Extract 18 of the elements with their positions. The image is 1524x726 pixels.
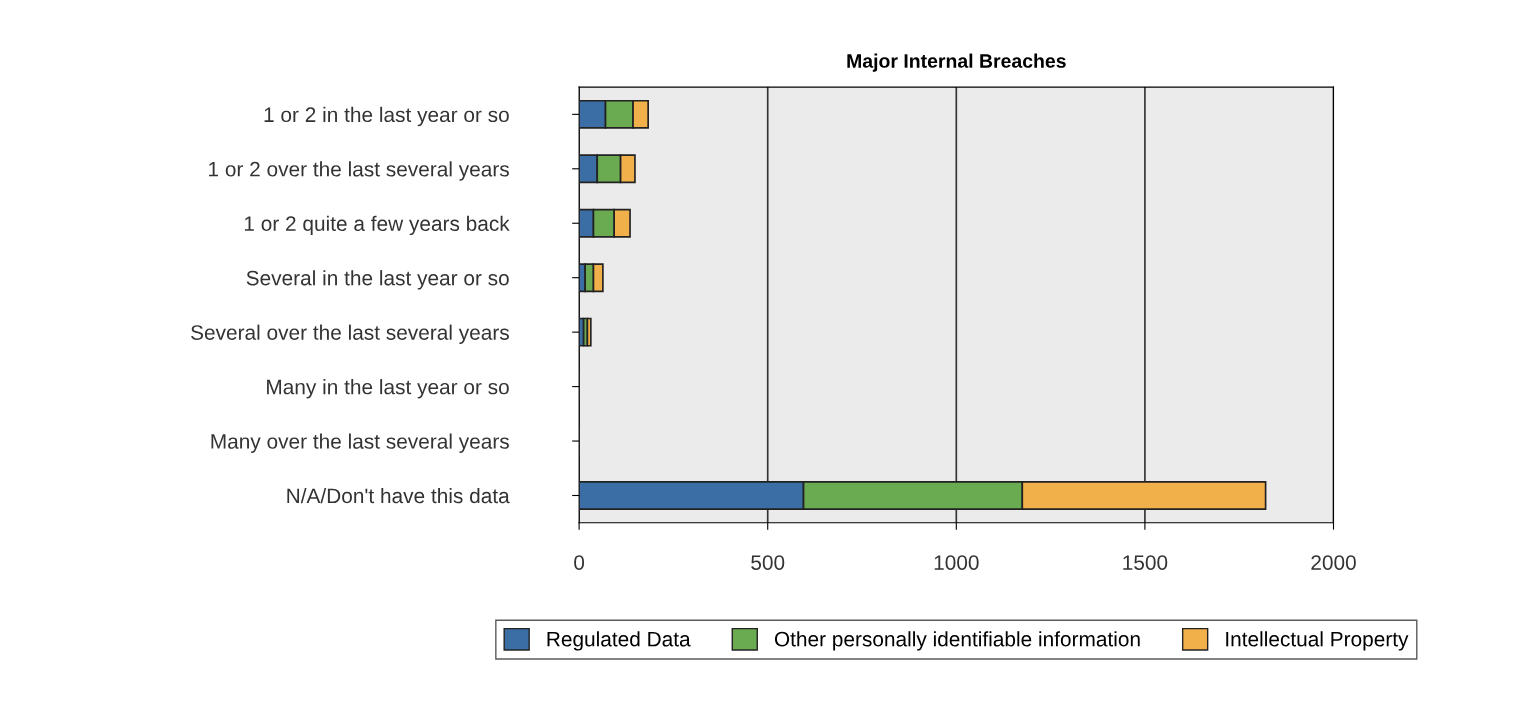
legend-label: Other personally identifiable information: [774, 631, 1140, 651]
y-tick-label: 1 or 2 in the last year or so: [264, 106, 509, 127]
x-tick-label: 1000: [934, 555, 979, 570]
y-tick-label: 1 or 2 over the last several years: [209, 161, 509, 181]
y-tick-label: Several over the last several years: [191, 324, 509, 345]
legend-label: Intellectual Property: [1226, 631, 1409, 651]
x-tick-label: 1500: [1123, 555, 1168, 570]
legend-label: Regulated Data: [547, 631, 691, 651]
y-tick-label: 1 or 2 quite a few years back: [244, 215, 510, 236]
bar: [586, 317, 592, 347]
y-tick-label: Many in the last year or so: [267, 379, 509, 399]
y-tick-label: N/A/Don't have this data: [287, 487, 510, 504]
x-tick-label: 500: [751, 555, 785, 570]
y-tick-label: Many over the last several years: [211, 433, 509, 453]
x-tick-label: 0: [574, 555, 585, 570]
y-tick-label: Several in the last year or so: [246, 270, 509, 290]
x-tick-label: 2000: [1311, 555, 1356, 570]
chart-title: Major Internal Breaches: [847, 53, 1066, 72]
